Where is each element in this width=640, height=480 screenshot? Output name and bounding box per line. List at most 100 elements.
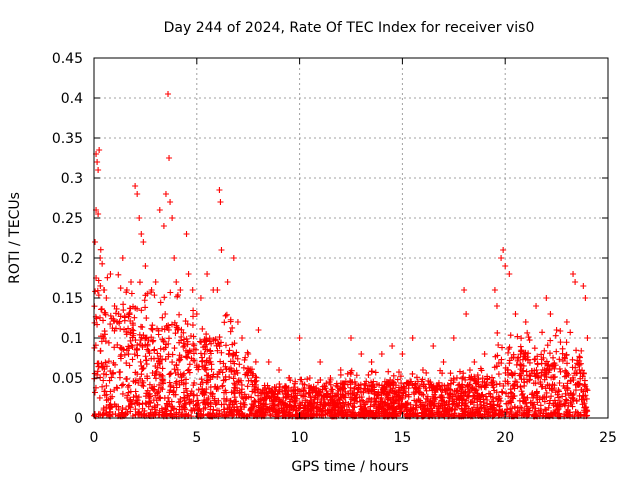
data-point — [337, 403, 344, 410]
data-point — [456, 386, 463, 393]
data-point — [181, 397, 188, 404]
data-point — [190, 357, 197, 364]
data-point — [537, 402, 544, 409]
data-point — [534, 392, 541, 399]
data-point — [519, 390, 526, 397]
data-point — [351, 412, 358, 419]
data-point — [384, 395, 391, 402]
data-point — [311, 400, 318, 407]
data-point — [328, 388, 335, 395]
data-point — [203, 386, 210, 393]
data-point — [114, 385, 121, 392]
data-point — [220, 406, 227, 413]
data-point — [466, 387, 473, 394]
y-tick-label: 0.05 — [52, 371, 83, 387]
data-point — [349, 408, 356, 415]
data-point — [118, 382, 125, 389]
data-point — [165, 91, 172, 97]
data-point — [297, 376, 304, 383]
data-point — [199, 388, 206, 395]
data-point — [207, 374, 214, 381]
data-point — [202, 346, 209, 353]
data-point — [160, 346, 167, 353]
data-point — [459, 408, 466, 415]
data-point — [517, 384, 524, 391]
data-point — [139, 342, 146, 349]
data-point — [544, 365, 551, 372]
data-point — [187, 390, 194, 397]
data-point — [111, 303, 118, 309]
data-point — [569, 403, 576, 410]
data-point — [438, 394, 445, 401]
data-point — [360, 389, 367, 396]
data-point — [460, 389, 467, 396]
data-point — [505, 380, 512, 387]
data-point — [124, 394, 131, 401]
data-point — [160, 376, 167, 383]
data-point — [509, 405, 516, 412]
data-point — [420, 383, 427, 390]
data-point — [327, 375, 334, 381]
data-point — [389, 385, 396, 392]
data-point — [230, 350, 237, 357]
data-point — [162, 310, 169, 317]
y-tick-label: 0 — [74, 411, 83, 427]
data-point — [134, 371, 141, 378]
data-point — [431, 391, 438, 398]
data-points — [91, 91, 591, 420]
data-point — [171, 319, 178, 326]
data-point — [125, 311, 132, 318]
data-point — [552, 410, 559, 417]
data-point — [218, 349, 225, 356]
data-point — [218, 247, 225, 253]
data-point — [525, 334, 532, 341]
data-point — [184, 367, 191, 374]
data-point — [453, 401, 460, 408]
data-point — [427, 381, 434, 388]
chart-title: Day 244 of 2024, Rate Of TEC Index for r… — [164, 20, 535, 36]
data-point — [398, 380, 405, 387]
data-point — [195, 400, 202, 407]
data-point — [103, 411, 110, 418]
data-point — [573, 397, 580, 404]
data-point — [433, 409, 440, 416]
data-point — [223, 366, 230, 373]
data-point — [383, 383, 390, 390]
data-point — [553, 327, 560, 333]
data-point — [565, 412, 572, 419]
data-point — [203, 377, 210, 384]
data-point — [390, 398, 397, 405]
data-point — [418, 391, 425, 398]
data-point — [563, 319, 570, 325]
data-point — [513, 361, 520, 368]
data-point — [142, 263, 149, 269]
data-point — [397, 408, 404, 415]
data-point — [354, 398, 361, 405]
data-point — [562, 390, 569, 397]
data-point — [485, 408, 492, 415]
data-point — [117, 355, 124, 362]
data-point — [95, 211, 102, 217]
data-point — [133, 347, 140, 354]
data-point — [446, 395, 453, 402]
data-point — [322, 399, 329, 406]
data-point — [403, 400, 410, 407]
data-point — [215, 407, 222, 414]
data-point — [561, 411, 568, 418]
data-point — [233, 367, 240, 374]
data-point — [570, 390, 577, 397]
data-point — [138, 307, 145, 314]
data-point — [138, 231, 145, 237]
data-point — [484, 397, 491, 403]
data-point — [342, 409, 349, 416]
data-point — [451, 388, 458, 394]
data-point — [301, 402, 308, 409]
data-point — [339, 386, 346, 393]
data-point — [345, 401, 352, 408]
data-point — [522, 349, 529, 356]
data-point — [479, 378, 486, 385]
data-point — [382, 390, 389, 397]
data-point — [389, 404, 396, 411]
data-point — [539, 366, 546, 373]
data-point — [387, 376, 394, 383]
